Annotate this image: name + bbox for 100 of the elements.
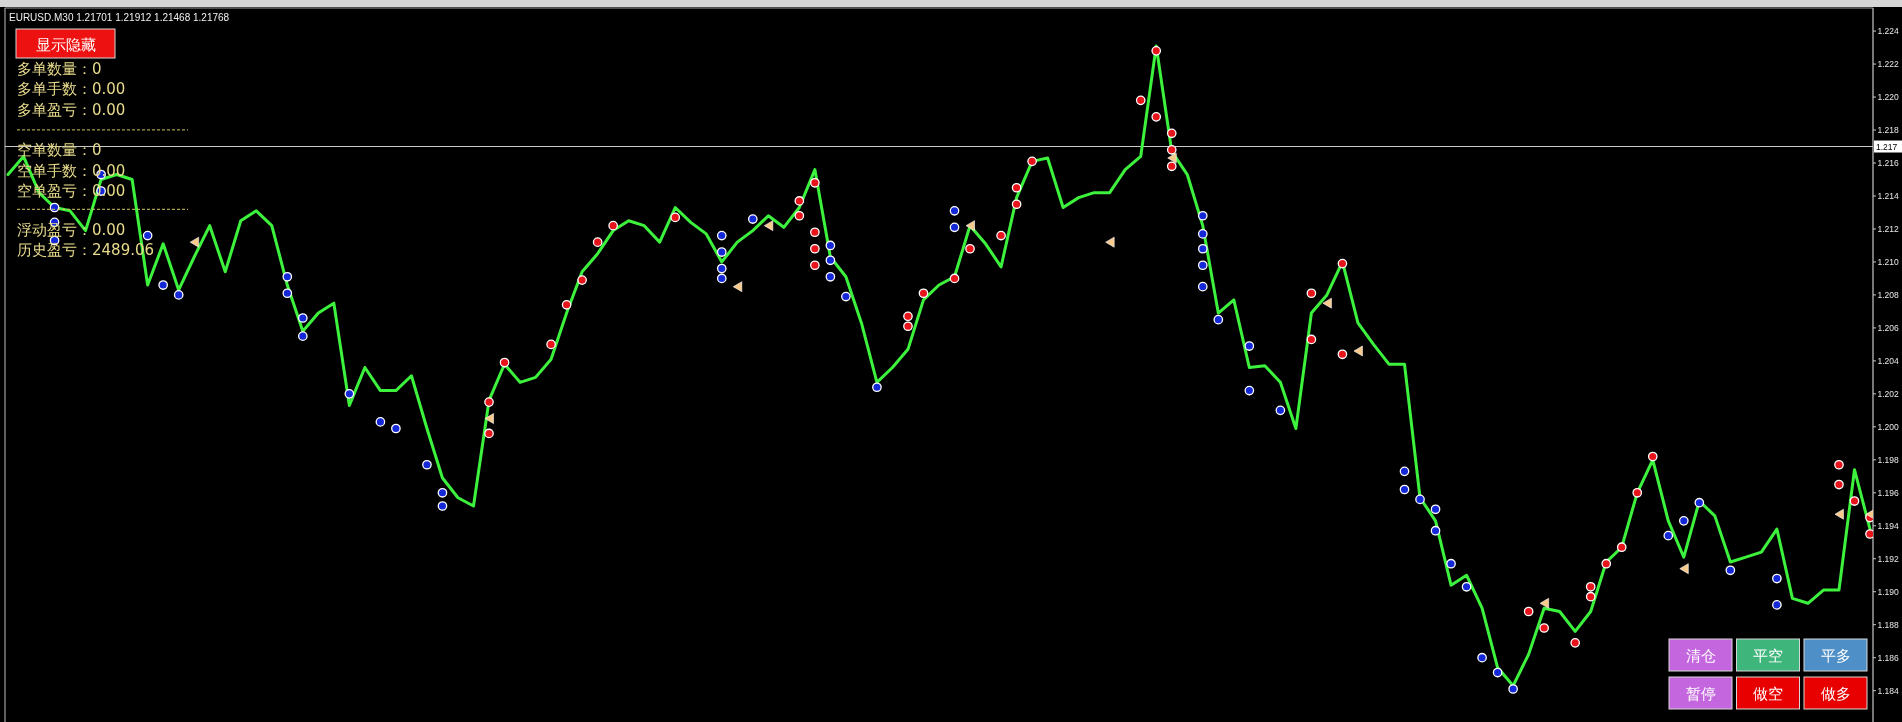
point bbox=[1834, 508, 1844, 520]
point bbox=[949, 205, 960, 216]
annotation: 显示隐藏 bbox=[35, 35, 96, 54]
point bbox=[810, 227, 820, 238]
point bbox=[810, 177, 820, 188]
point bbox=[841, 291, 851, 302]
point bbox=[1585, 591, 1596, 602]
point bbox=[1167, 152, 1177, 164]
point bbox=[949, 273, 960, 284]
y-tick-label: 1.220 bbox=[1877, 92, 1900, 103]
point bbox=[996, 230, 1006, 241]
point bbox=[1585, 581, 1596, 592]
point bbox=[1492, 667, 1503, 678]
point bbox=[1213, 314, 1224, 325]
y-tick-label: 1.218 bbox=[1877, 125, 1900, 136]
point bbox=[732, 281, 743, 292]
point bbox=[437, 501, 448, 511]
point bbox=[1135, 95, 1146, 106]
annotation: 平空 bbox=[1753, 647, 1783, 665]
point bbox=[1446, 558, 1456, 569]
y-tick-label: 1.192 bbox=[1877, 553, 1900, 564]
point bbox=[1834, 459, 1844, 470]
point bbox=[1306, 334, 1317, 345]
point bbox=[282, 288, 293, 299]
point bbox=[1399, 484, 1410, 495]
point bbox=[1477, 652, 1487, 663]
point bbox=[1632, 487, 1643, 498]
point bbox=[344, 389, 355, 399]
y-tick-label: 1.224 bbox=[1877, 26, 1900, 37]
point bbox=[484, 413, 494, 424]
point bbox=[872, 382, 882, 393]
point bbox=[825, 240, 836, 251]
point bbox=[1337, 258, 1348, 269]
point bbox=[1694, 497, 1705, 508]
point bbox=[1523, 606, 1534, 617]
annotation: 多单数量：0 bbox=[17, 60, 102, 78]
point bbox=[142, 230, 153, 241]
point bbox=[1678, 515, 1689, 526]
point bbox=[1647, 451, 1658, 462]
point bbox=[1197, 229, 1208, 239]
point bbox=[825, 255, 836, 266]
point bbox=[297, 313, 308, 323]
point bbox=[1197, 243, 1208, 254]
y-tick-label: 1.212 bbox=[1877, 223, 1900, 234]
point bbox=[422, 459, 432, 470]
point bbox=[1275, 405, 1286, 416]
point bbox=[1430, 525, 1441, 536]
point bbox=[1197, 260, 1208, 271]
point bbox=[1105, 236, 1115, 248]
point bbox=[1430, 504, 1441, 515]
point bbox=[1849, 496, 1860, 506]
point bbox=[1166, 161, 1177, 172]
point bbox=[1508, 684, 1518, 694]
point bbox=[484, 397, 494, 407]
annotation: 多单盈亏：0.00 bbox=[17, 100, 126, 119]
annotation: 浮动盈亏：0.00 bbox=[17, 220, 126, 239]
y-tick-label: 1.200 bbox=[1877, 421, 1900, 432]
y-tick-label: 1.196 bbox=[1877, 487, 1900, 498]
point bbox=[716, 230, 727, 241]
point bbox=[1725, 565, 1736, 576]
point bbox=[1166, 144, 1177, 155]
point bbox=[437, 487, 448, 498]
point bbox=[282, 271, 293, 282]
y-tick-label: 1.210 bbox=[1877, 256, 1900, 267]
point bbox=[1011, 199, 1022, 210]
y-tick-label: 1.190 bbox=[1877, 586, 1900, 597]
point bbox=[1027, 156, 1037, 167]
point bbox=[1166, 128, 1177, 139]
point bbox=[1461, 581, 1472, 592]
point bbox=[173, 290, 184, 300]
point bbox=[1151, 46, 1162, 56]
point bbox=[918, 288, 929, 299]
point bbox=[810, 243, 820, 254]
point bbox=[1244, 385, 1255, 396]
point bbox=[1772, 573, 1782, 584]
point bbox=[561, 299, 572, 310]
y-tick-label: 1.216 bbox=[1877, 158, 1900, 168]
point bbox=[1337, 349, 1348, 360]
y-tick-label: 1.214 bbox=[1877, 190, 1900, 201]
point bbox=[158, 280, 169, 290]
y-tick-label: 1.184 bbox=[1877, 685, 1900, 696]
point bbox=[1151, 111, 1162, 122]
point bbox=[592, 237, 603, 247]
point bbox=[764, 220, 774, 231]
point bbox=[1353, 345, 1363, 357]
annotation: 做多 bbox=[1820, 685, 1851, 703]
point bbox=[794, 210, 805, 221]
point bbox=[747, 214, 758, 224]
annotation: 多单手数：0.00 bbox=[17, 80, 126, 99]
point bbox=[1197, 210, 1208, 221]
point bbox=[391, 423, 401, 434]
point bbox=[810, 260, 820, 271]
point bbox=[1539, 597, 1549, 609]
y-tick-label: 1.186 bbox=[1877, 652, 1900, 663]
chart-title: EURUSD.M30 1.21701 1.21912 1.21468 1.21768 bbox=[9, 11, 230, 23]
point bbox=[903, 321, 913, 332]
y-tick-label: 1.204 bbox=[1877, 355, 1900, 366]
annotation: 空单数量：0 bbox=[17, 141, 102, 160]
point bbox=[670, 212, 681, 223]
point bbox=[1011, 182, 1022, 193]
